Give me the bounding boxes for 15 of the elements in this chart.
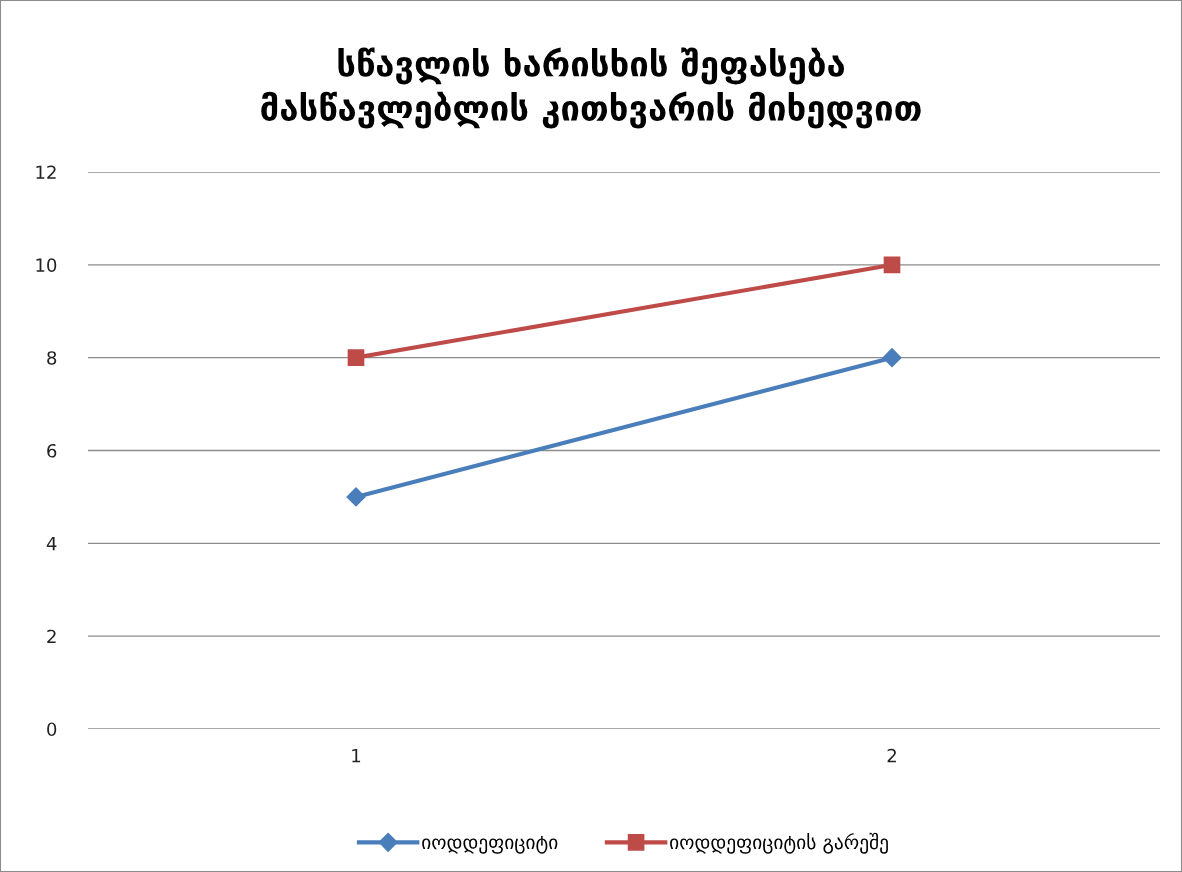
- y-tick-label: 4: [46, 537, 57, 551]
- chart-title: სწავლის ხარისხის შეფასება მასწავლებლის კითხვარის მიხედვით: [261, 47, 921, 129]
- legend-label: იოდდეფიციტი: [422, 835, 558, 854]
- y-tick-label: 12: [36, 165, 56, 179]
- point: [346, 487, 366, 507]
- y-tick-label: 0: [47, 722, 57, 737]
- y-tick-label: 2: [47, 629, 56, 644]
- y-tick-label: 8: [47, 351, 57, 365]
- point: [347, 349, 365, 367]
- legend-label: იოდდეფიციტის გარეშე: [670, 832, 888, 854]
- x-tick-label: 1: [352, 749, 361, 763]
- y-tick-label: 10: [36, 258, 57, 272]
- point: [882, 348, 902, 368]
- point: [883, 256, 901, 274]
- y-tick-label: 6: [47, 443, 57, 458]
